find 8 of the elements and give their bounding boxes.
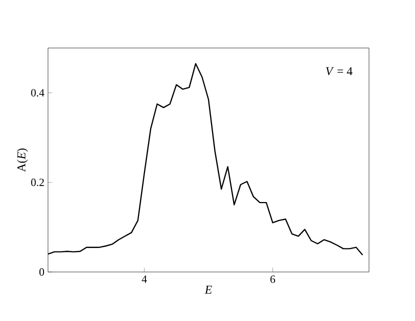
annotation: V = 4 — [326, 67, 352, 76]
x-tick-label: 6 — [270, 276, 276, 283]
y-tick-label: 0.2 — [31, 178, 44, 186]
y-axis-title: A(E) — [16, 148, 28, 172]
y-tick-label: 0.4 — [31, 89, 44, 97]
x-tick-label: 4 — [142, 276, 147, 283]
y-tick-label: 0 — [39, 268, 44, 276]
x-axis-title: E — [204, 286, 212, 294]
